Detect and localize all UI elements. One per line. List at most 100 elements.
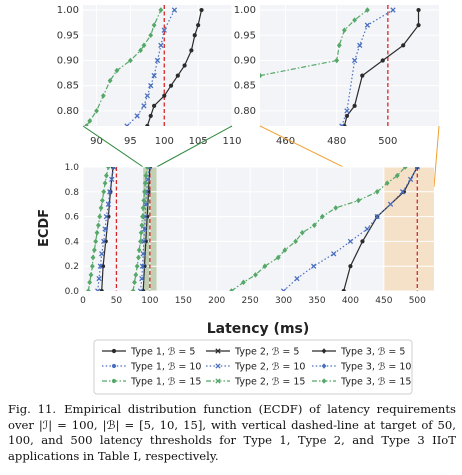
data-point [407, 176, 414, 183]
data-point [229, 288, 234, 291]
x-axis-label: Latency (ms) [207, 321, 310, 337]
data-point [142, 189, 147, 195]
y-tick-label: 0.85 [234, 81, 256, 92]
data-point [365, 7, 370, 13]
x-tick-label: 110 [222, 136, 241, 147]
x-tick-label: 95 [124, 136, 137, 147]
data-point [262, 263, 268, 269]
data-point [196, 23, 201, 28]
data-point [143, 201, 149, 207]
y-tick-label: 1.00 [57, 5, 79, 16]
legend-entry: Type 3, ℬ = 15 [312, 377, 411, 388]
data-point [134, 113, 140, 119]
y-tick-label: 1.0 [65, 163, 80, 173]
data-point [182, 63, 187, 68]
data-point [352, 103, 357, 108]
data-point [102, 180, 108, 186]
legend-marker [111, 363, 117, 369]
y-tick-label: 0.0 [65, 287, 80, 297]
data-point [348, 264, 353, 269]
y-tick-label: 0.85 [57, 81, 79, 92]
data-point [339, 123, 345, 126]
tick-labels: 90 95 100 105 110 0.80 0.85 0.90 0.95 1.00 [57, 5, 242, 147]
data-point [357, 42, 363, 48]
legend-label: Type 1, ℬ = 10 [130, 362, 201, 373]
data-point [364, 22, 371, 28]
legend-label: Type 3, ℬ = 5 [340, 347, 405, 358]
data-point [144, 93, 151, 99]
data-point [97, 213, 103, 220]
data-point [344, 108, 350, 114]
legend-marker [321, 378, 327, 384]
y-tick-label: 0.80 [57, 106, 79, 117]
data-point [143, 172, 149, 179]
data-point [94, 108, 99, 114]
data-point [352, 17, 358, 23]
data-point [399, 189, 406, 195]
data-point [141, 226, 148, 232]
legend-marker [111, 348, 117, 354]
tick-labels: 460 480 500 0.80 0.85 0.90 0.95 1.00 [234, 5, 398, 147]
data-point [130, 288, 136, 291]
data-point [97, 263, 104, 269]
data-point [341, 288, 346, 291]
y-tick-label: 0.8 [65, 188, 80, 198]
data-point [293, 238, 299, 245]
data-point [87, 118, 93, 124]
legend-marker [321, 363, 327, 369]
data-point [151, 72, 157, 79]
data-point [192, 33, 197, 38]
data-point [101, 189, 107, 195]
legend-marker [321, 348, 327, 354]
x-tick-label: 480 [327, 136, 346, 147]
data-point [95, 222, 101, 229]
legend-entry: Type 1, ℬ = 15 [102, 377, 201, 388]
legend-marker [215, 348, 221, 354]
series-line [231, 167, 406, 291]
data-point [351, 57, 358, 64]
data-point [138, 238, 143, 245]
series-line [343, 167, 418, 291]
data-point [158, 42, 164, 48]
data-point [107, 77, 113, 84]
data-point [83, 123, 89, 126]
data-point [280, 288, 287, 291]
x-tick-label: 250 [242, 296, 259, 306]
legend-entry: Type 3, ℬ = 10 [312, 362, 411, 373]
data-point [94, 229, 100, 236]
data-point [260, 72, 263, 79]
legend-label: Type 2, ℬ = 15 [234, 377, 305, 388]
x-tick-label: 100 [141, 296, 158, 306]
y-tick-label: 0.95 [234, 30, 256, 41]
series-line [142, 167, 151, 291]
plot-background [83, 5, 232, 126]
data-point [158, 7, 164, 13]
x-tick-label: 450 [375, 296, 392, 306]
y-tick-label: 0.4 [65, 237, 80, 247]
data-point [311, 222, 317, 229]
series-layer [85, 167, 420, 291]
data-point [360, 239, 365, 244]
legend-marker [215, 363, 221, 369]
data-point [341, 27, 347, 34]
data-point [144, 167, 150, 170]
data-point [394, 172, 400, 179]
x-tick-label: 105 [189, 136, 208, 147]
data-point [148, 32, 154, 39]
data-point [151, 22, 157, 28]
figure-caption: Fig. 11. Empirical distribution function … [8, 402, 456, 464]
y-tick-label: 0.80 [234, 106, 256, 117]
legend-label: Type 2, ℬ = 10 [234, 362, 305, 373]
y-tick-label: 0.90 [234, 55, 256, 66]
data-point [275, 254, 281, 261]
series-line [341, 9, 394, 126]
data-point [299, 229, 305, 236]
data-point [93, 238, 99, 245]
legend-entry: Type 2, ℬ = 15 [206, 377, 305, 388]
main-plot: 0 50 100 150 200 250 300 350 400 450 500 0.0 0.2 0.4 0… [65, 163, 434, 306]
data-point [138, 229, 144, 236]
data-point [175, 73, 180, 78]
data-point [136, 254, 141, 261]
data-point [136, 247, 142, 253]
data-point [171, 7, 178, 13]
